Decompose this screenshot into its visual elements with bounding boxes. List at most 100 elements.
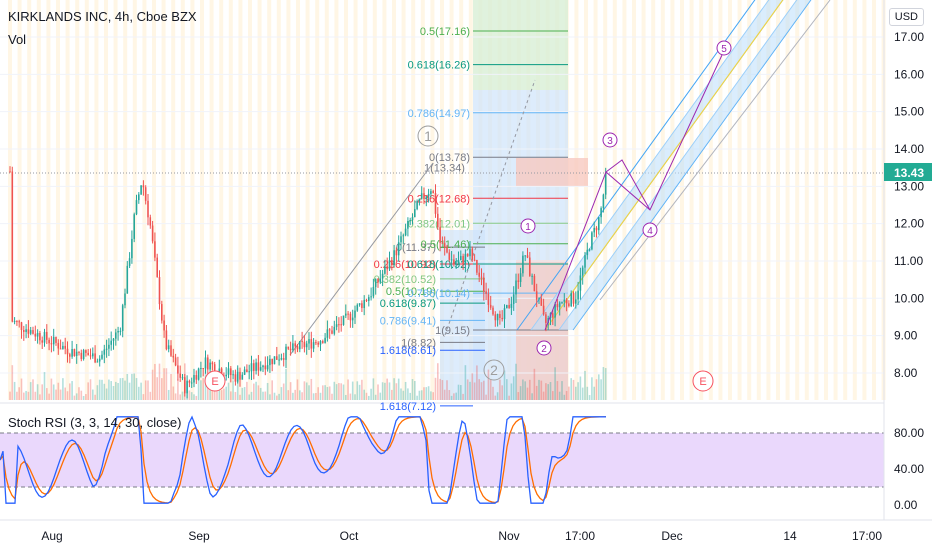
candle-body [420, 193, 423, 199]
candle-body [156, 257, 158, 278]
candle-body [241, 374, 244, 380]
candle-body [581, 267, 584, 276]
candle-body [250, 363, 253, 372]
volume-bar [545, 383, 547, 400]
fib-trend-line [289, 162, 434, 356]
last-price-label: 13.43 [894, 166, 924, 180]
fib-right-label: 0.786(14.97) [408, 108, 470, 120]
volume-bar [462, 393, 464, 400]
candle-body [41, 340, 43, 343]
volume-bar [584, 370, 586, 400]
volume-bar [241, 387, 244, 400]
volume-bar [381, 382, 384, 400]
trend-channel [516, 0, 831, 331]
volume-bar [340, 383, 342, 400]
volume-bar [542, 391, 545, 400]
wave-marker [520, 218, 536, 234]
volume-bar [478, 379, 480, 400]
candle-body [340, 324, 342, 326]
fib-right-label: 0.382(12.01) [408, 218, 470, 230]
wave-label-secondary: 1 [424, 128, 432, 144]
session-stripe [852, 0, 857, 400]
currency-button[interactable]: USD [888, 8, 924, 26]
volume-bar [59, 389, 62, 400]
candle-body [174, 357, 177, 366]
volume-bar [365, 392, 368, 400]
volume-bar [117, 383, 119, 400]
candle-body [510, 303, 513, 308]
candle-body [140, 185, 142, 195]
candle-body [264, 365, 267, 370]
volume-bar [32, 379, 34, 400]
volume-bar [395, 383, 398, 400]
candle-body [243, 369, 246, 375]
volume-bar [271, 380, 273, 400]
earnings-label: E [211, 376, 218, 388]
session-stripe [142, 0, 147, 400]
candle-body [577, 290, 579, 300]
candle-body [89, 355, 92, 357]
volume-bar [420, 390, 423, 400]
volume-bar [404, 381, 407, 400]
candle-body [545, 314, 547, 323]
candle-body [533, 275, 536, 292]
volume-bar [407, 388, 409, 400]
volume-bar [483, 380, 485, 400]
volume-bar [89, 379, 92, 400]
volume-bar [558, 391, 561, 400]
candle-body [121, 305, 124, 331]
channel-outer-line [599, 0, 831, 301]
candle-body [552, 313, 554, 318]
candle-body [271, 358, 273, 365]
volume-bar [43, 372, 46, 400]
stoch-rsi-label[interactable]: Stoch RSI (3, 3, 14, 30, close) [8, 415, 182, 430]
candle-body [524, 255, 526, 257]
candle-body [333, 326, 336, 334]
candle-body [20, 322, 23, 331]
symbol-title[interactable]: KIRKLANDS INC, 4h, Cboe BZX [8, 9, 197, 24]
candle-body [170, 345, 172, 356]
volume-bar [464, 365, 467, 400]
candle-body [43, 331, 46, 343]
session-stripe [276, 0, 281, 400]
volume-indicator-label[interactable]: Vol [8, 32, 27, 47]
candle-body [425, 196, 428, 200]
volume-bar [312, 393, 315, 400]
candle-body [117, 330, 119, 333]
volume-bar [455, 392, 457, 400]
candle-body [259, 367, 262, 371]
candle-body [227, 368, 230, 375]
price-tick-label: 9.00 [894, 329, 918, 343]
volume-bar [9, 391, 11, 400]
candle-body [515, 280, 517, 295]
volume-bar [151, 369, 154, 400]
candle-body [529, 257, 531, 276]
candle-body [365, 299, 368, 301]
candle-body [312, 342, 315, 349]
volume-bar [561, 381, 563, 400]
volume-bar [280, 387, 283, 400]
volume-bar [149, 391, 152, 400]
session-stripe [180, 0, 185, 400]
volume-bar [384, 382, 386, 400]
candle-body [439, 227, 441, 243]
session-stripe [228, 0, 233, 400]
volume-bar [416, 395, 418, 400]
volume-bar [349, 393, 352, 400]
volume-bar [469, 381, 471, 400]
session-stripe [449, 0, 454, 400]
session-stripe [420, 0, 425, 400]
volume-bar [374, 394, 377, 400]
volume-bar [282, 383, 285, 400]
candle-body [126, 265, 129, 294]
session-stripe [65, 0, 70, 400]
candle-body [299, 341, 301, 350]
fib-left-label: 1.618(8.61) [380, 345, 436, 357]
volume-bar [322, 385, 324, 400]
volume-bar [128, 382, 131, 400]
candle-body [335, 324, 338, 327]
candle-body [98, 358, 101, 362]
volume-bar [397, 378, 400, 400]
volume-bar [230, 391, 232, 400]
time-axis: Aug Sep Oct Nov 17:00 Dec 14 17:00 [0, 519, 932, 543]
